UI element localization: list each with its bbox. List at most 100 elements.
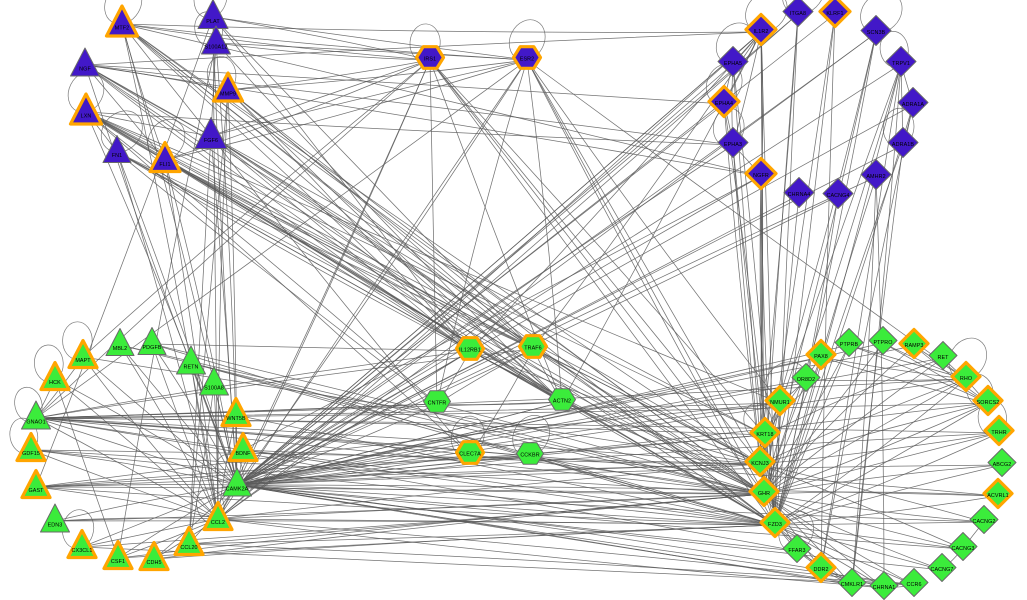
graph-edge[interactable] [215, 42, 528, 61]
graph-node-esr2[interactable]: ESR2 [511, 41, 544, 79]
graph-edge[interactable] [54, 378, 238, 486]
graph-edge[interactable] [119, 344, 238, 486]
graph-edge[interactable] [763, 493, 885, 589]
graph-edge[interactable] [526, 59, 781, 404]
graph-edge[interactable] [242, 449, 776, 526]
graph-edge[interactable] [116, 151, 471, 352]
graph-edge[interactable] [85, 111, 438, 405]
graph-node-clec7a[interactable]: CLEC7A [454, 436, 487, 474]
graph-edge[interactable] [774, 524, 885, 589]
graph-edge[interactable] [212, 16, 528, 61]
graph-edge[interactable] [236, 484, 765, 495]
graph-edge[interactable] [236, 484, 798, 552]
graph-node-il12rb1[interactable]: IL12RB1 [454, 332, 487, 370]
graph-edge[interactable] [210, 135, 238, 486]
graph-edge[interactable] [227, 89, 238, 486]
graph-edge[interactable] [35, 59, 528, 419]
graph-node-amhr2[interactable]: AMHR2 [858, 157, 894, 198]
graph-edge[interactable] [774, 464, 1003, 526]
graph-node-ddr2[interactable]: DDR2 [804, 551, 838, 590]
graph-edge[interactable] [210, 59, 528, 137]
graph-edge[interactable] [820, 13, 836, 571]
graph-edge[interactable] [820, 356, 989, 404]
graph-edge[interactable] [82, 59, 431, 358]
graph-edge[interactable] [236, 402, 781, 486]
graph-edge[interactable] [151, 343, 471, 352]
graph-edge[interactable] [54, 378, 119, 559]
graph-edge[interactable] [188, 42, 217, 545]
graph-edge[interactable] [760, 175, 776, 526]
graph-edge[interactable] [153, 524, 776, 560]
graph-edge[interactable] [210, 135, 761, 465]
graph-edge[interactable] [121, 23, 431, 61]
graph-edge[interactable] [210, 135, 563, 403]
graph-edge[interactable] [429, 59, 766, 436]
graph-edge[interactable] [236, 194, 800, 486]
graph-edge[interactable] [151, 343, 238, 486]
graph-edge[interactable] [820, 63, 902, 571]
graph-edge[interactable] [429, 59, 776, 526]
graph-edge[interactable] [774, 521, 985, 526]
graph-edge[interactable] [561, 401, 765, 495]
graph-edge[interactable] [30, 449, 765, 495]
graph-edge[interactable] [763, 32, 877, 495]
graph-edge[interactable] [54, 517, 219, 522]
graph-edge[interactable] [236, 402, 989, 486]
graph-edge[interactable] [217, 463, 761, 520]
graph-edge[interactable] [242, 449, 761, 465]
graph-edge[interactable] [227, 89, 765, 495]
graph-edge[interactable] [81, 484, 238, 548]
graph-edge[interactable] [759, 432, 1000, 465]
graph-node-lxn[interactable]: LXN [67, 90, 106, 134]
graph-edge[interactable] [116, 151, 219, 520]
graph-node-ptpro[interactable]: PTPRO [866, 324, 900, 363]
graph-edge[interactable] [236, 175, 762, 486]
graph-edge[interactable] [217, 13, 799, 520]
graph-edge[interactable] [121, 23, 219, 520]
graph-edge[interactable] [764, 357, 944, 436]
graph-edge[interactable] [236, 401, 563, 486]
graph-edge[interactable] [469, 350, 765, 495]
graph-edge[interactable] [116, 151, 776, 526]
graph-edge[interactable] [210, 59, 431, 137]
graph-edge[interactable] [763, 378, 967, 495]
graph-node-klrf1[interactable]: KLRF1 [817, 0, 853, 35]
graph-edge[interactable] [723, 103, 765, 495]
graph-node-ngf[interactable]: NGF [67, 44, 104, 86]
graph-edge[interactable] [236, 464, 1003, 486]
graph-edge[interactable] [215, 42, 431, 61]
graph-edge[interactable] [116, 151, 534, 350]
graph-edge[interactable] [35, 402, 989, 419]
graph-node-chrna4[interactable]: CHRNA4 [781, 175, 817, 216]
graph-edge[interactable] [153, 493, 765, 560]
graph-edge[interactable] [84, 64, 762, 177]
graph-edge[interactable] [763, 63, 902, 495]
graph-edge[interactable] [84, 64, 725, 105]
graph-edge[interactable] [236, 484, 776, 526]
graph-edge[interactable] [30, 449, 776, 526]
graph-node-epha4[interactable]: EPHA4 [706, 84, 742, 125]
graph-edge[interactable] [84, 64, 471, 352]
graph-edge[interactable] [84, 64, 734, 146]
graph-node-pdgfb[interactable]: PDGFB [134, 324, 170, 365]
graph-edge[interactable] [759, 463, 964, 550]
graph-edge[interactable] [236, 357, 944, 486]
graph-edge[interactable] [217, 518, 853, 586]
graph-edge[interactable] [236, 484, 964, 550]
graph-edge[interactable] [774, 524, 915, 586]
graph-node-adra1a[interactable]: ADRA1A [895, 85, 931, 126]
graph-node-cmklr1[interactable]: CMKLR1 [835, 566, 869, 600]
graph-node-fn1[interactable]: FN1 [99, 132, 135, 173]
graph-edge[interactable] [35, 417, 798, 552]
graph-node-hck[interactable]: HCK [37, 359, 73, 400]
graph-edge[interactable] [774, 402, 989, 526]
graph-node-itga8[interactable]: ITGA8 [780, 0, 816, 35]
graph-node-mbl2[interactable]: MBL2 [102, 325, 138, 366]
graph-edge[interactable] [851, 144, 904, 586]
graph-edge[interactable] [35, 378, 967, 419]
graph-edge[interactable] [85, 111, 766, 436]
graph-node-actn2[interactable]: ACTN2 [546, 383, 579, 421]
graph-edge[interactable] [526, 59, 967, 380]
graph-edge[interactable] [188, 89, 229, 545]
